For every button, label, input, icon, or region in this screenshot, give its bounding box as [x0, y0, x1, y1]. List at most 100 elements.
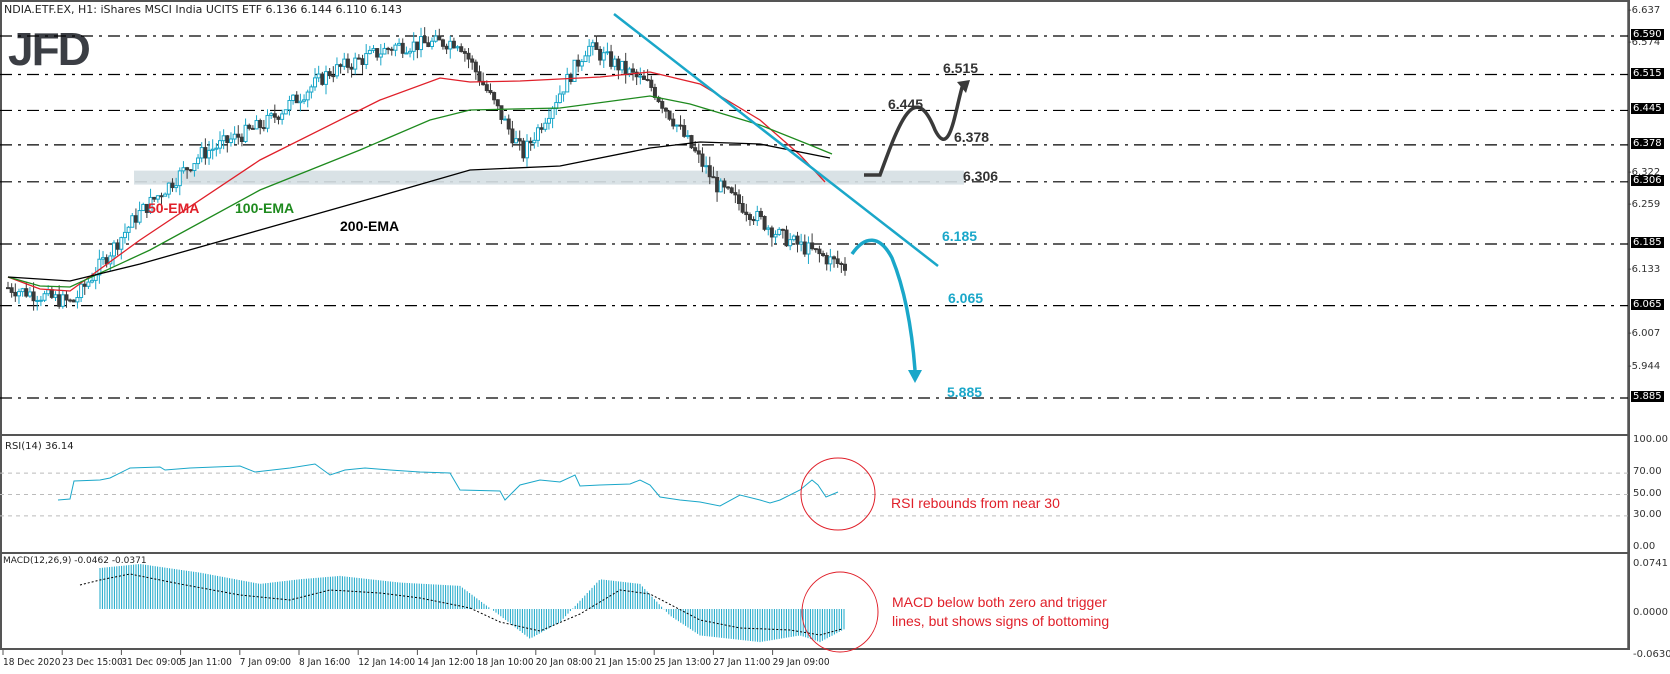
- candle-body: [207, 149, 212, 159]
- candle-body: [455, 46, 460, 49]
- candle-body: [199, 147, 204, 159]
- date-label: 18 Dec 2020: [3, 657, 61, 668]
- candle-body: [835, 258, 840, 264]
- candle-body: [203, 147, 208, 159]
- candle-body: [408, 50, 413, 54]
- candle-body: [839, 262, 844, 265]
- macd-note-line1: MACD below both zero and trigger: [892, 594, 1107, 610]
- candle-body: [75, 297, 80, 303]
- bearish-scenario-arrow: [850, 238, 917, 371]
- candle-body: [356, 57, 361, 60]
- ema100-line: [7, 95, 833, 288]
- candle-body: [557, 93, 562, 104]
- candle-body: [795, 235, 800, 245]
- candle-body: [532, 139, 537, 144]
- candle-body: [291, 94, 296, 102]
- candle-body: [762, 216, 767, 230]
- candle-body: [663, 107, 668, 112]
- candle-body: [152, 196, 157, 200]
- candle-body: [579, 61, 584, 67]
- candle-body: [506, 118, 511, 130]
- candle-body: [813, 248, 818, 251]
- candle-body: [492, 92, 497, 101]
- date-label: 14 Jan 12:00: [417, 657, 475, 668]
- candle-body: [817, 248, 822, 255]
- candle-body: [810, 242, 815, 250]
- candle-body: [462, 51, 467, 54]
- level-6378-label: 6.378: [954, 129, 990, 145]
- candle-body: [466, 52, 471, 60]
- candle-body: [68, 299, 73, 302]
- price-tick: -6.133: [1628, 263, 1661, 275]
- candle-body: [726, 186, 731, 189]
- macd-tick: 0.0741: [1633, 558, 1668, 569]
- macd-tick: -0.0630: [1633, 648, 1670, 660]
- candle-body: [758, 210, 763, 218]
- candle-body: [751, 218, 756, 222]
- candle-body: [667, 110, 672, 120]
- candle-body: [9, 287, 14, 293]
- candle-body: [393, 44, 398, 51]
- candle-body: [484, 84, 489, 92]
- candle-body: [517, 138, 522, 142]
- candle-body: [115, 242, 120, 250]
- candle-body: [345, 58, 350, 68]
- macd-signal-line: [79, 573, 843, 636]
- candle-body: [590, 42, 595, 47]
- bullish-scenario-arrow: [864, 83, 965, 177]
- candle-body: [130, 215, 135, 228]
- candle-body: [755, 210, 760, 222]
- candle-body: [638, 75, 643, 78]
- bearish-arrow-head: [908, 370, 922, 383]
- date-label: 5 Jan 11:00: [180, 657, 232, 668]
- candle-body: [693, 147, 698, 152]
- candle-body: [419, 36, 424, 51]
- candle-body: [550, 108, 555, 119]
- candle-body: [46, 289, 51, 295]
- candle-body: [791, 235, 796, 241]
- candle-body: [444, 45, 449, 50]
- price-level-tag: 6.065: [1631, 298, 1664, 310]
- candle-body: [13, 291, 18, 297]
- candle-body: [733, 192, 738, 196]
- candle-body: [806, 242, 811, 255]
- jfd-logo: JFD: [8, 23, 91, 75]
- candle-body: [16, 291, 21, 297]
- candle-body: [565, 73, 570, 93]
- rsi-tick: 100.00: [1633, 434, 1668, 445]
- candle-body: [126, 226, 131, 233]
- candle-body: [433, 35, 438, 42]
- candle-body: [601, 52, 606, 61]
- candle-body: [525, 140, 530, 159]
- candle-body: [367, 49, 372, 55]
- candle-body: [265, 114, 270, 129]
- date-label: 21 Jan 15:00: [595, 657, 652, 668]
- candle-body: [320, 73, 325, 85]
- level-6065-label: 6.065: [948, 290, 984, 306]
- candle-body: [609, 51, 614, 67]
- price-level-tag: 5.885: [1631, 391, 1664, 403]
- downtrend-line: [613, 13, 939, 267]
- candle-body: [6, 287, 10, 290]
- level-6185-label: 6.185: [942, 228, 978, 244]
- candle-body: [31, 291, 36, 302]
- rsi-tick: 0.00: [1633, 541, 1656, 552]
- candle-body: [780, 228, 785, 231]
- candle-body: [605, 51, 610, 54]
- candle-body: [634, 71, 639, 78]
- candle-body: [598, 48, 603, 61]
- candle-body: [166, 182, 171, 195]
- candle-body: [612, 58, 617, 67]
- candle-body: [148, 196, 153, 213]
- candle-body: [133, 215, 138, 223]
- date-label: 8 Jan 16:00: [299, 657, 351, 668]
- candle-body: [141, 203, 146, 212]
- candle-body: [404, 52, 409, 55]
- candle-body: [832, 256, 837, 260]
- candle-body: [294, 94, 299, 104]
- candle-body: [316, 73, 321, 79]
- candle-body: [649, 79, 654, 88]
- price-tick: -6.259: [1628, 198, 1661, 210]
- candle-body: [371, 48, 376, 51]
